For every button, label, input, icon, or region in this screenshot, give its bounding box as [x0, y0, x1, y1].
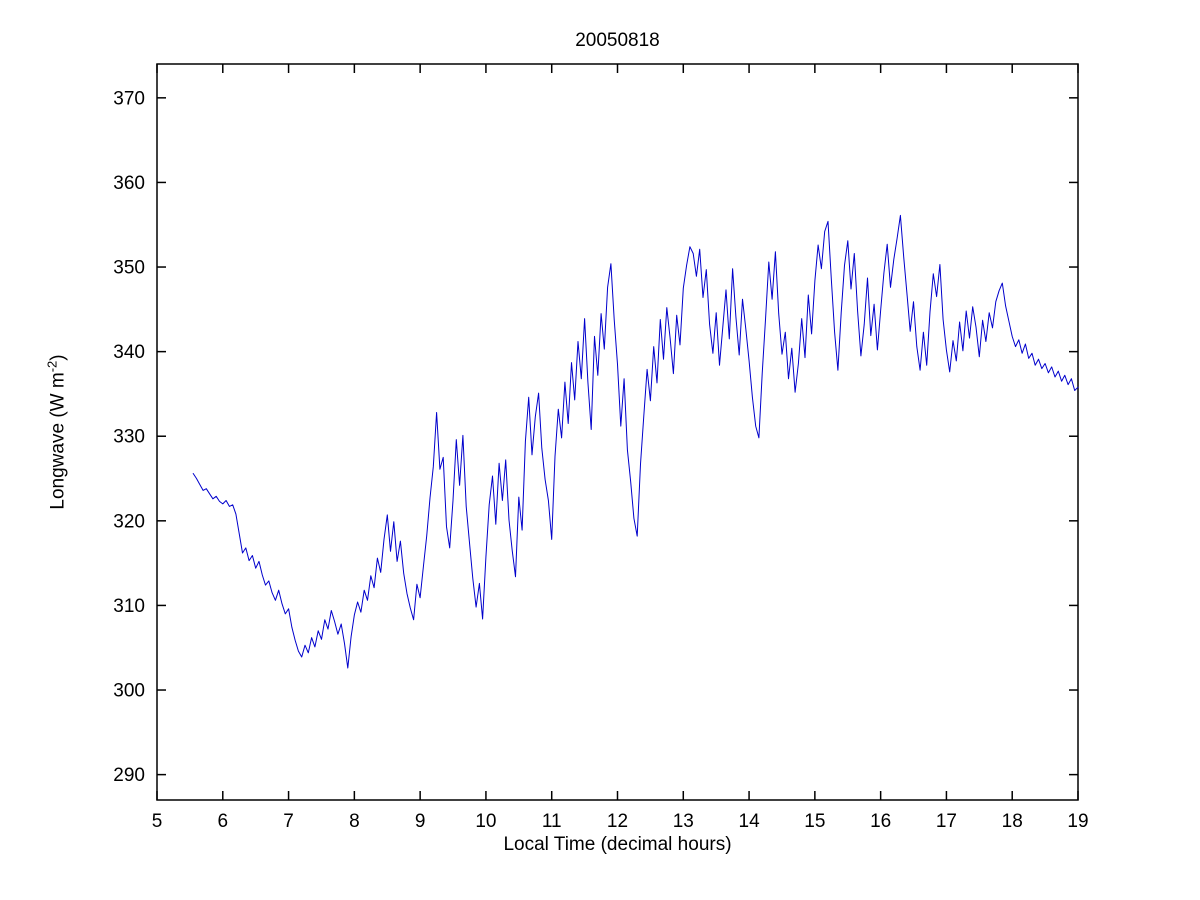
y-tick-label: 360 [113, 173, 145, 194]
x-tick-label: 16 [870, 811, 891, 832]
x-tick-label: 8 [349, 811, 360, 832]
x-tick-label: 10 [475, 811, 496, 832]
x-tick-label: 6 [217, 811, 228, 832]
x-tick-label: 9 [415, 811, 426, 832]
y-tick-label: 290 [113, 765, 145, 786]
x-tick-label: 14 [739, 811, 761, 832]
x-tick-label: 15 [804, 811, 825, 832]
y-axis-label-close: ) [47, 354, 69, 361]
x-tick-label: 7 [283, 811, 294, 832]
x-tick-label: 18 [1002, 811, 1023, 832]
x-tick-label: 11 [542, 811, 562, 832]
y-tick-label: 350 [113, 258, 145, 279]
y-axis-label-superscript: -2 [44, 360, 60, 373]
y-axis-label: Longwave (W m-2) [44, 354, 69, 509]
data-series-line [192, 214, 1079, 669]
x-tick-label: 17 [936, 811, 957, 832]
y-tick-label: 300 [113, 681, 145, 702]
x-tick-label: 5 [152, 811, 163, 832]
x-tick-label: 12 [607, 811, 628, 832]
y-tick-label: 320 [113, 511, 145, 532]
x-tick-label: 13 [673, 811, 694, 832]
x-axis-label: Local Time (decimal hours) [503, 834, 732, 855]
chart-title: 20050818 [575, 30, 660, 51]
y-tick-label: 310 [113, 596, 145, 617]
y-axis-label-text: Longwave (W m [47, 372, 69, 510]
y-tick-label: 370 [113, 88, 145, 109]
y-tick-label: 340 [113, 342, 145, 363]
axis-ticks: 5 6 7 8 9 10 11 12 13 14 15 16 17 18 19 290 300 310 320 330… [113, 64, 1089, 832]
longwave-series-polyline [192, 214, 1079, 669]
x-tick-label: 19 [1067, 811, 1088, 832]
axes-box [156, 63, 1079, 801]
y-tick-label: 330 [113, 427, 145, 448]
